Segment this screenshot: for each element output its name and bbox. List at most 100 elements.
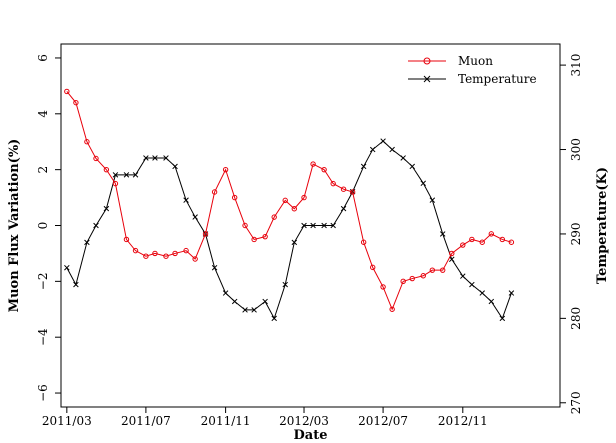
y-tick-label: 6	[36, 54, 50, 62]
temperature-point	[152, 155, 158, 161]
temperature-point	[93, 222, 99, 229]
temperature-point-stroke	[400, 155, 406, 161]
muon-point	[488, 231, 495, 237]
temperature-point-stroke	[429, 197, 436, 203]
temperature-point-stroke	[360, 163, 367, 170]
y-tick-label: 0	[36, 222, 50, 230]
muon-point	[460, 242, 466, 248]
temperature-point-stroke	[321, 222, 327, 229]
temperature-point-stroke	[508, 290, 515, 296]
muon-point	[310, 161, 316, 167]
muon-point	[389, 306, 395, 312]
temperature-point	[340, 205, 347, 212]
temperature-point	[282, 281, 288, 288]
temperature-point-stroke	[330, 222, 336, 229]
legend-temperature-label: Temperature	[458, 72, 537, 86]
temperature-point	[251, 307, 257, 313]
muon-point	[103, 166, 110, 173]
temperature-point	[163, 155, 169, 161]
x-tick-label: 2011/03	[42, 414, 92, 428]
muon-point	[508, 239, 515, 245]
y-axis-title: Muon Flux Variation(%)	[7, 139, 22, 313]
temperature-point-stroke	[469, 281, 475, 288]
temperature-point	[84, 239, 90, 246]
temperature-point-stroke	[449, 256, 455, 263]
muon-point	[370, 264, 376, 271]
temperature-point	[360, 163, 367, 170]
temperature-point	[488, 298, 495, 305]
temperature-point-stroke	[231, 298, 238, 305]
temperature-point	[64, 264, 70, 271]
temperature-point	[449, 256, 455, 263]
temperature-point	[123, 172, 130, 178]
temperature-point	[321, 222, 327, 229]
temperature-point-stroke	[369, 146, 376, 153]
muon-point	[143, 253, 149, 259]
temperature-point-stroke	[340, 205, 347, 212]
temperature-point	[262, 298, 268, 305]
temperature-point	[420, 180, 427, 187]
x-axis-title: Date	[294, 428, 328, 443]
muon-point	[132, 247, 139, 254]
legend-temperature-marker	[423, 75, 431, 83]
muon-point	[73, 99, 79, 106]
axes: 2011/03 2011/07 2011/11 2012/03 2012/07 2012/…	[36, 54, 583, 428]
temperature-point	[271, 315, 277, 322]
legend: Muon Temperature	[404, 48, 554, 88]
temperature-point-stroke	[73, 281, 79, 288]
muon-point	[84, 139, 90, 145]
y2-tick-label: 280	[569, 307, 583, 330]
temperature-point	[132, 172, 139, 178]
y-tick-label: −6	[36, 384, 50, 402]
temperature-point-stroke	[488, 298, 495, 305]
x-tick-label: 2012/07	[358, 414, 408, 428]
temperature-point	[389, 146, 395, 153]
legend-muon-marker	[423, 57, 431, 65]
muon-point	[282, 197, 288, 204]
y2-tick-label: 300	[569, 138, 583, 161]
temperature-point	[429, 197, 436, 203]
y-tick-label: −4	[36, 328, 50, 346]
temperature-point-stroke	[112, 172, 119, 178]
muon-point	[64, 88, 70, 95]
temperature-point	[103, 205, 110, 212]
temperature-point	[479, 290, 485, 296]
muon-point	[429, 267, 436, 273]
temperature-point-stroke	[479, 290, 485, 296]
temperature-point-stroke	[183, 197, 189, 203]
muon-point	[409, 275, 415, 282]
muon-point	[152, 250, 158, 257]
temperature-point-stroke	[282, 281, 288, 288]
temperature-point-stroke	[64, 264, 70, 271]
muon-point	[479, 239, 485, 245]
temperature-point-stroke	[143, 155, 149, 161]
muon-point	[202, 231, 209, 237]
temperature-point-stroke	[460, 273, 466, 279]
temperature-point-stroke	[409, 163, 415, 170]
legend-muon-label: Muon	[458, 54, 493, 68]
temperature-point-stroke	[211, 264, 218, 271]
muon-series-line	[66, 91, 512, 311]
muon-point	[349, 189, 356, 195]
temperature-point	[231, 298, 238, 305]
temperature-point	[192, 214, 198, 220]
y2-tick-label: 270	[569, 391, 583, 414]
muon-point	[301, 194, 307, 201]
temperature-point-stroke	[251, 307, 257, 313]
temperature-point	[143, 155, 149, 161]
muon-point	[163, 253, 169, 259]
muon-point	[123, 236, 130, 243]
plot-area	[64, 88, 515, 322]
muon-point	[449, 250, 455, 257]
x-tick-label: 2012/11	[438, 414, 488, 428]
muon-point	[360, 239, 367, 245]
temperature-point-stroke	[262, 298, 268, 305]
temperature-point	[301, 222, 307, 229]
temperature-point	[508, 290, 515, 296]
muon-point	[330, 180, 336, 187]
x-tick-label: 2011/07	[121, 414, 171, 428]
temperature-point-stroke	[222, 290, 229, 296]
temperature-point	[310, 222, 316, 229]
temperature-point	[400, 155, 406, 161]
